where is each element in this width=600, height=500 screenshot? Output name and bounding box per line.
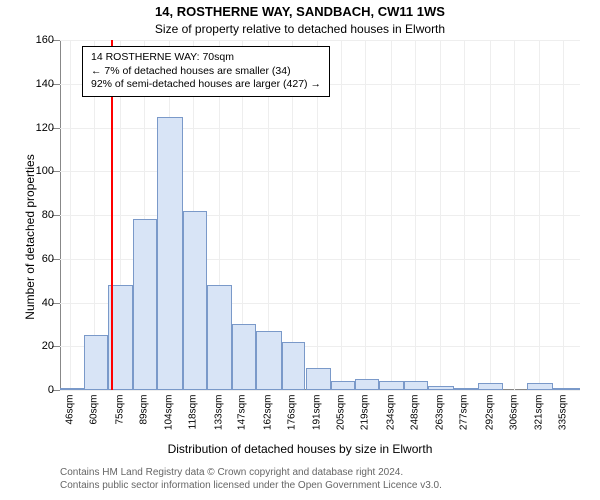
- plot-area: 02040608010012014016046sqm60sqm75sqm89sq…: [60, 40, 580, 390]
- x-tick-label: 162sqm: [263, 395, 274, 431]
- grid-line-v: [514, 40, 515, 390]
- x-tick-label: 292sqm: [484, 395, 495, 431]
- annotation-line: 14 ROSTHERNE WAY: 70sqm: [91, 51, 321, 65]
- histogram-bar: [84, 335, 108, 390]
- histogram-bar: [428, 386, 454, 390]
- y-tick-label: 100: [20, 165, 54, 177]
- y-tick-label: 80: [20, 209, 54, 221]
- x-tick-label: 89sqm: [138, 395, 149, 425]
- x-tick-label: 147sqm: [237, 395, 248, 431]
- y-tick-label: 120: [20, 122, 54, 134]
- y-tick-label: 20: [20, 340, 54, 352]
- x-tick-label: 176sqm: [286, 395, 297, 431]
- histogram-bar: [157, 117, 183, 390]
- grid-line-v: [415, 40, 416, 390]
- histogram-bar: [133, 219, 157, 390]
- grid-line-h: [60, 128, 580, 129]
- grid-line-v: [440, 40, 441, 390]
- plot-inner: 02040608010012014016046sqm60sqm75sqm89sq…: [60, 40, 580, 390]
- histogram-bar: [207, 285, 233, 390]
- x-tick-label: 321sqm: [534, 395, 545, 431]
- y-tick-label: 140: [20, 78, 54, 90]
- grid-line-v: [391, 40, 392, 390]
- footer-line1: Contains HM Land Registry data © Crown c…: [60, 467, 403, 478]
- grid-line-v: [365, 40, 366, 390]
- x-tick-label: 248sqm: [409, 395, 420, 431]
- x-tick-label: 277sqm: [459, 395, 470, 431]
- grid-line-v: [490, 40, 491, 390]
- histogram-bar: [306, 368, 332, 390]
- histogram-bar: [282, 342, 306, 390]
- y-tick-label: 160: [20, 34, 54, 46]
- grid-line-v: [563, 40, 564, 390]
- footer-attribution: Contains HM Land Registry data © Crown c…: [60, 466, 580, 492]
- x-tick-label: 191sqm: [312, 395, 323, 431]
- histogram-bar: [527, 383, 553, 390]
- grid-line-v: [341, 40, 342, 390]
- grid-line-h: [60, 171, 580, 172]
- x-tick-label: 104sqm: [164, 395, 175, 431]
- y-tick-label: 40: [20, 297, 54, 309]
- histogram-bar: [331, 381, 355, 390]
- histogram-bar: [60, 388, 84, 390]
- x-axis-label: Distribution of detached houses by size …: [0, 442, 600, 456]
- chart-subtitle: Size of property relative to detached ho…: [0, 22, 600, 36]
- histogram-bar: [454, 388, 478, 390]
- footer-line2: Contains public sector information licen…: [60, 480, 442, 491]
- x-tick-label: 205sqm: [336, 395, 347, 431]
- grid-line-v: [464, 40, 465, 390]
- x-tick-label: 219sqm: [360, 395, 371, 431]
- grid-line-h: [60, 215, 580, 216]
- annotation-line: ← 7% of detached houses are smaller (34): [91, 65, 321, 79]
- grid-line-h: [60, 40, 580, 41]
- histogram-bar: [232, 324, 256, 390]
- histogram-bar: [355, 379, 379, 390]
- grid-line-v: [70, 40, 71, 390]
- histogram-bar: [404, 381, 428, 390]
- histogram-bar: [553, 388, 580, 390]
- annotation-box: 14 ROSTHERNE WAY: 70sqm← 7% of detached …: [82, 46, 330, 97]
- x-tick-label: 263sqm: [435, 395, 446, 431]
- histogram-bar: [379, 381, 405, 390]
- x-tick-label: 75sqm: [114, 395, 125, 425]
- x-tick-label: 60sqm: [89, 395, 100, 425]
- x-tick-label: 133sqm: [213, 395, 224, 431]
- annotation-line: 92% of semi-detached houses are larger (…: [91, 78, 321, 92]
- histogram-bar: [478, 383, 504, 390]
- histogram-bar: [183, 211, 207, 390]
- chart-title: 14, ROSTHERNE WAY, SANDBACH, CW11 1WS: [0, 4, 600, 19]
- chart-container: { "chart": { "type": "histogram", "title…: [0, 0, 600, 500]
- x-tick-label: 46sqm: [65, 395, 76, 425]
- y-tick-label: 0: [20, 384, 54, 396]
- x-tick-label: 234sqm: [385, 395, 396, 431]
- x-tick-label: 118sqm: [187, 395, 198, 430]
- grid-line-h: [60, 390, 580, 391]
- x-tick-label: 306sqm: [508, 395, 519, 431]
- x-tick-label: 335sqm: [557, 395, 568, 431]
- grid-line-v: [539, 40, 540, 390]
- histogram-bar: [256, 331, 282, 390]
- y-tick-label: 60: [20, 253, 54, 265]
